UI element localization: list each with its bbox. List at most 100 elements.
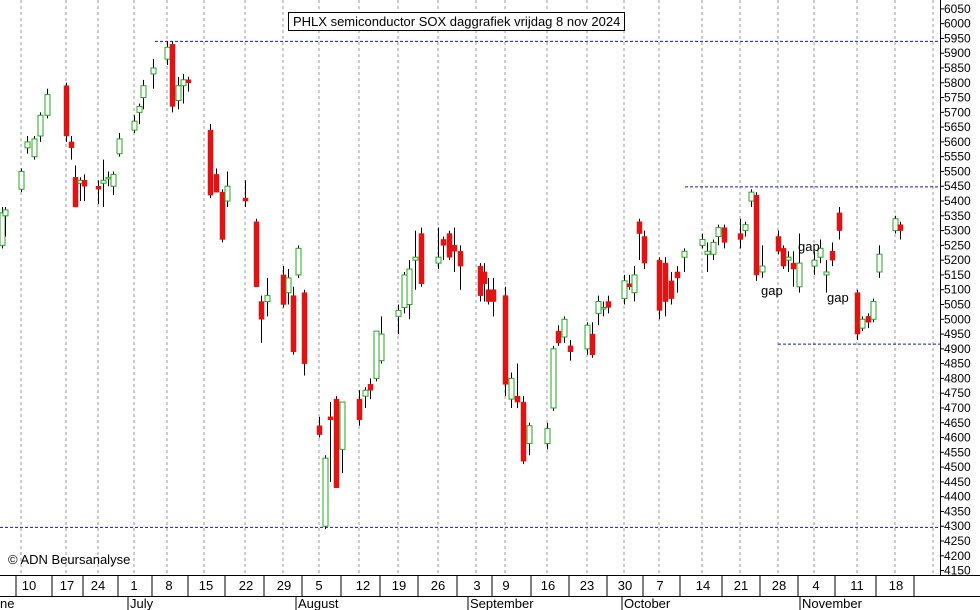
candle-down — [485, 289, 492, 302]
candle-up — [378, 333, 385, 362]
candle-up — [110, 173, 117, 187]
x-day-label: 11 — [850, 578, 864, 593]
candle-down — [219, 191, 226, 240]
candle-up — [715, 227, 722, 238]
gap-annotation: gap — [761, 283, 783, 298]
candle-down — [333, 398, 340, 489]
candle-down — [514, 395, 521, 403]
candle-down — [897, 224, 904, 231]
candle-up — [322, 457, 329, 527]
y-tick-label: 4450 — [944, 475, 971, 489]
candle-down — [327, 416, 334, 421]
candle-up — [870, 301, 877, 320]
y-tick-label: 4650 — [944, 416, 971, 430]
candle-up — [823, 271, 830, 276]
candle-up — [621, 280, 628, 300]
candle-up — [44, 94, 51, 116]
y-tick-label: 5700 — [944, 105, 971, 119]
candle-down — [301, 292, 308, 364]
x-day-label: 18 — [889, 578, 903, 593]
y-tick-label: 5750 — [944, 91, 971, 105]
candle-down — [865, 316, 872, 323]
candle-up — [785, 256, 792, 261]
candle-down — [668, 280, 675, 299]
candle-down — [81, 180, 88, 187]
candle-up — [401, 274, 408, 308]
candle-down — [656, 259, 663, 311]
x-day-label: 10 — [22, 578, 36, 593]
x-month-label: August — [298, 596, 339, 610]
candle-up — [0, 212, 6, 246]
candle-up — [373, 330, 380, 379]
candle-up — [131, 120, 138, 131]
candle-down — [481, 271, 488, 285]
x-month-label-partial: ne — [0, 596, 14, 610]
x-day-label: 3 — [473, 578, 480, 593]
x-month-label: November — [802, 596, 863, 610]
candle-up — [876, 253, 883, 273]
x-day-label: 15 — [199, 578, 213, 593]
candle-up — [681, 250, 688, 258]
candle-down — [790, 262, 797, 270]
candle-up — [24, 141, 31, 149]
y-tick-label: 4150 — [944, 564, 971, 578]
candle-down — [555, 330, 562, 344]
x-month-label: September — [470, 596, 534, 610]
candle-down — [280, 274, 287, 305]
chart-title: PHLX semiconductor SOX daggrafiek vrijda… — [288, 12, 626, 31]
y-tick-label: 6000 — [944, 17, 971, 31]
candle-up — [100, 179, 107, 184]
y-tick-label: 4750 — [944, 386, 971, 400]
candle-up — [859, 318, 866, 329]
x-day-label: 14 — [696, 578, 710, 593]
candle-down — [502, 295, 509, 385]
candle-up — [796, 262, 803, 288]
candle-up — [412, 256, 419, 261]
y-tick-label: 5200 — [944, 253, 971, 267]
x-day-label: 24 — [91, 578, 105, 593]
candle-up — [105, 176, 112, 180]
y-tick-label: 5250 — [944, 238, 971, 252]
candle-up — [759, 265, 766, 273]
candles — [0, 41, 904, 530]
candle-up — [544, 428, 551, 444]
x-day-label: 1 — [130, 578, 137, 593]
candle-up — [264, 295, 271, 303]
candle-up — [339, 401, 346, 450]
reference-lines — [0, 40, 940, 528]
x-month-label: July — [130, 596, 154, 610]
candle-up — [136, 105, 143, 113]
candle-up — [892, 218, 899, 232]
candle-down — [836, 212, 843, 231]
candle-down — [567, 345, 574, 353]
candle-down — [737, 233, 744, 240]
candle-up — [748, 191, 755, 202]
candle-down — [626, 283, 633, 288]
candle-down — [829, 251, 836, 261]
y-tick-label: 4800 — [944, 371, 971, 385]
y-tick-label: 5900 — [944, 46, 971, 60]
candle-down — [185, 79, 192, 84]
y-tick-label: 4300 — [944, 519, 971, 533]
candle-up — [150, 67, 157, 75]
candle-down — [490, 289, 497, 302]
candle-down — [589, 333, 596, 356]
candle-down — [753, 194, 760, 276]
candle-down — [242, 197, 249, 202]
candle-up — [116, 138, 123, 155]
candle-down — [605, 301, 612, 308]
y-tick-label: 5300 — [944, 224, 971, 238]
candle-up — [550, 348, 557, 409]
candle-up — [362, 389, 369, 397]
candle-up — [595, 301, 602, 314]
candle-down — [520, 401, 527, 462]
y-tick-label: 4600 — [944, 431, 971, 445]
x-day-label: 23 — [580, 578, 594, 593]
candle-up — [406, 268, 413, 305]
candle-up — [584, 324, 591, 350]
candle-up — [742, 224, 749, 232]
candle-down — [721, 227, 728, 243]
y-tick-label: 5950 — [944, 31, 971, 45]
x-day-label: 26 — [431, 578, 445, 593]
y-tick-label: 4250 — [944, 534, 971, 548]
